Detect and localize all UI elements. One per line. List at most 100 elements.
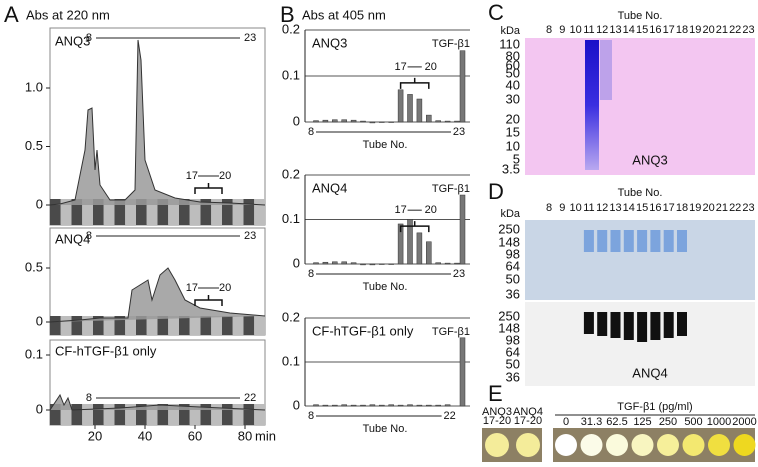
x-tick-label: 20 bbox=[88, 428, 102, 443]
well bbox=[682, 434, 705, 456]
marker-label: 10 bbox=[506, 138, 520, 153]
fraction-stripe bbox=[103, 199, 115, 225]
lane-label: 18 bbox=[676, 202, 688, 214]
bar bbox=[388, 121, 394, 123]
band-lower bbox=[610, 312, 621, 338]
bar bbox=[313, 262, 319, 265]
fraction-stripe bbox=[179, 316, 190, 335]
bar bbox=[435, 120, 441, 123]
fraction-stripe bbox=[93, 199, 104, 225]
range-start: 8 bbox=[308, 268, 314, 280]
range-start: 8 bbox=[86, 230, 92, 242]
gel-smear bbox=[600, 40, 612, 100]
lane-label: 17 bbox=[663, 24, 675, 36]
fraction-stripe bbox=[211, 199, 222, 225]
well bbox=[485, 433, 509, 457]
band-upper bbox=[677, 230, 687, 252]
fraction-stripe bbox=[222, 316, 233, 335]
fraction-stripe bbox=[50, 404, 61, 425]
lane-label: 15 bbox=[636, 202, 648, 214]
y-tick-label: 0 bbox=[293, 255, 300, 270]
sample-name: ANQ4 bbox=[513, 406, 543, 418]
y-tick-label: 0.2 bbox=[282, 309, 300, 324]
band-upper bbox=[637, 230, 648, 252]
x-axis-label: Tube No. bbox=[363, 423, 408, 435]
fraction-stripe bbox=[168, 316, 179, 335]
range-start: 8 bbox=[308, 410, 314, 422]
y-tick-label: 0.1 bbox=[282, 67, 300, 82]
fraction-stripe bbox=[82, 404, 93, 425]
fraction-stripe bbox=[103, 404, 115, 425]
fraction-stripe bbox=[114, 404, 126, 425]
fraction-stripe bbox=[179, 404, 190, 425]
marker-label: 50 bbox=[506, 356, 520, 371]
bar bbox=[435, 262, 441, 265]
marker-label: 80 bbox=[506, 48, 520, 63]
gel-c bbox=[525, 38, 755, 175]
bar bbox=[407, 94, 413, 123]
range-end: 23 bbox=[453, 268, 465, 280]
bar bbox=[360, 263, 366, 266]
fraction-stripe bbox=[168, 199, 179, 225]
control-label: TGF-β1 bbox=[432, 38, 470, 50]
band-upper bbox=[597, 230, 608, 252]
band-lower bbox=[677, 312, 687, 336]
y-tick-label: 0.2 bbox=[282, 166, 300, 181]
fraction-stripe bbox=[60, 316, 72, 335]
y-axis-label: Abs at 220 nm bbox=[26, 7, 110, 22]
concentration-label: 2000 bbox=[732, 416, 756, 428]
fraction-stripe bbox=[232, 316, 244, 335]
marker-label: 15 bbox=[506, 124, 520, 139]
y-tick-label: 0 bbox=[293, 113, 300, 128]
bracket-end: 20 bbox=[219, 282, 231, 294]
lane-label: 12 bbox=[596, 24, 608, 36]
control-label: TGF-β1 bbox=[432, 183, 470, 195]
band-upper bbox=[623, 230, 634, 252]
bracket-start: 17 bbox=[186, 170, 198, 182]
fraction-stripe bbox=[114, 316, 126, 335]
lane-label: 22 bbox=[729, 24, 741, 36]
bar bbox=[379, 263, 385, 265]
sample-label: ANQ4 bbox=[632, 365, 667, 380]
fraction-stripe bbox=[50, 199, 61, 225]
fraction-stripe bbox=[157, 199, 169, 225]
fraction-stripe bbox=[103, 316, 115, 335]
plot-label: ANQ4 bbox=[312, 180, 347, 195]
panel-letter: E bbox=[488, 381, 503, 406]
plot-label: CF-hTGF-β1 only bbox=[312, 323, 414, 338]
marker-label: 20 bbox=[506, 111, 520, 126]
kda-label: kDa bbox=[500, 25, 520, 37]
bar bbox=[407, 219, 413, 265]
fraction-stripe bbox=[136, 199, 147, 225]
bar bbox=[350, 404, 357, 407]
bar bbox=[454, 120, 460, 123]
bar bbox=[379, 404, 385, 407]
bar bbox=[360, 120, 366, 123]
lane-label: 21 bbox=[716, 24, 728, 36]
bar bbox=[435, 404, 441, 407]
lane-label: 23 bbox=[742, 24, 754, 36]
bar bbox=[369, 404, 376, 407]
marker-label: 64 bbox=[506, 344, 520, 359]
marker-label: 250 bbox=[498, 221, 520, 236]
lane-label: 17 bbox=[663, 202, 675, 214]
x-axis-label: Tube No. bbox=[363, 281, 408, 293]
lane-label: 8 bbox=[546, 202, 552, 214]
marker-label: 36 bbox=[506, 369, 520, 384]
bar bbox=[322, 119, 329, 123]
fraction-stripe bbox=[254, 404, 265, 425]
fraction-stripe bbox=[146, 199, 158, 225]
well bbox=[606, 434, 628, 456]
fraction-stripe bbox=[125, 404, 136, 425]
bar bbox=[416, 232, 423, 265]
bar bbox=[397, 223, 404, 265]
band-upper bbox=[583, 230, 594, 252]
bar bbox=[379, 121, 385, 123]
well bbox=[733, 434, 756, 456]
range-end: 22 bbox=[443, 410, 455, 422]
well bbox=[631, 434, 654, 456]
panel-letter: D bbox=[488, 179, 504, 204]
concentration-label: 62.5 bbox=[606, 416, 627, 428]
bar bbox=[322, 404, 329, 407]
lane-label: 14 bbox=[623, 202, 635, 214]
